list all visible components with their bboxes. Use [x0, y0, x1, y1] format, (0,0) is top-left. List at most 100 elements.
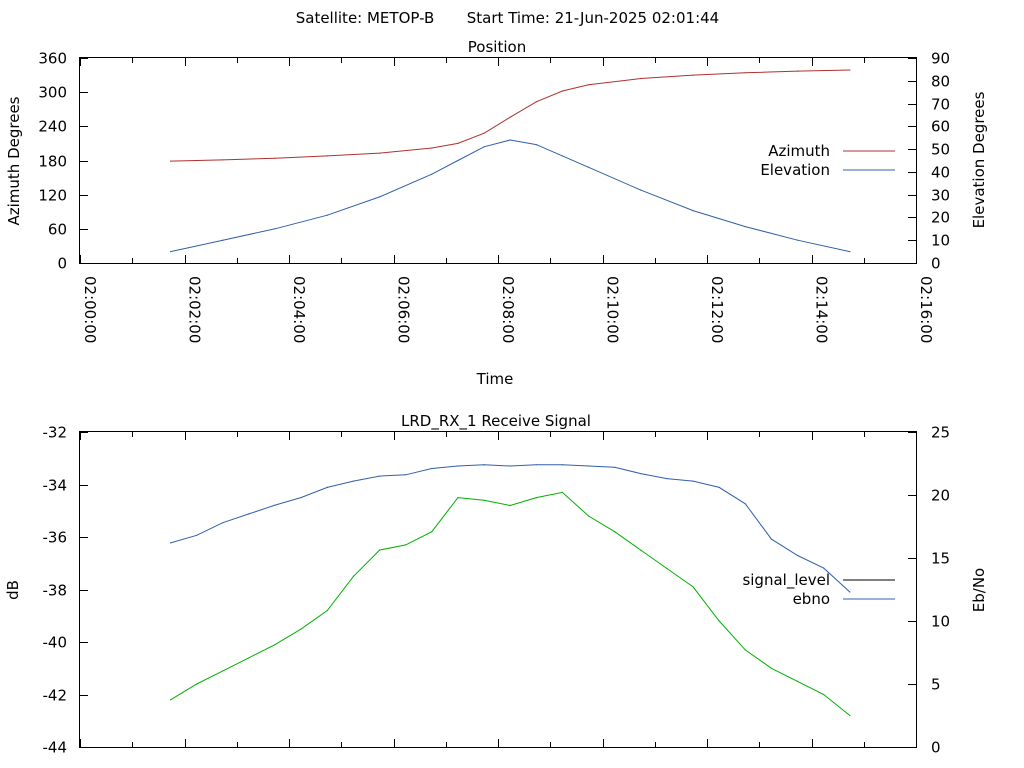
series-signal-level	[170, 491, 851, 716]
data-point	[692, 586, 694, 588]
data-point	[614, 466, 616, 468]
data-point	[457, 159, 459, 162]
data-point	[483, 146, 485, 148]
y2-tick-label: 20	[931, 487, 950, 505]
data-point	[196, 534, 198, 536]
y-tick-label: 180	[38, 153, 67, 171]
position-x-ticks: 02:00:00 02:02:00 02:04:00 02:06:00 02:08:00…	[80, 58, 935, 343]
data-point	[588, 515, 590, 517]
position-x-axis-label: Time	[476, 370, 514, 388]
data-point	[666, 567, 668, 570]
signal-chart-title: LRD_RX_1 Receive Signal	[401, 412, 591, 431]
data-point	[849, 69, 851, 71]
y-tick-label: 60	[48, 221, 67, 239]
y2-tick-label: 0	[931, 739, 941, 757]
data-point	[457, 142, 459, 144]
data-point	[797, 680, 799, 683]
data-point	[588, 166, 590, 168]
data-point	[222, 159, 224, 161]
data-point	[614, 531, 616, 533]
data-point	[509, 465, 511, 467]
x-tick-label: 02:02:00	[186, 276, 204, 343]
data-point	[326, 609, 328, 612]
data-point	[379, 549, 381, 551]
data-point	[849, 251, 851, 253]
data-point	[692, 210, 694, 212]
x-tick-label: 02:06:00	[395, 276, 413, 343]
series-azimuth	[170, 69, 850, 162]
data-point	[222, 522, 224, 524]
legend-elevation-label: Elevation	[760, 161, 830, 179]
y-tick-label: -40	[43, 634, 68, 652]
data-point	[535, 144, 537, 146]
data-point	[352, 480, 354, 482]
data-point	[326, 486, 328, 488]
data-point	[640, 189, 642, 191]
data-point	[770, 538, 773, 540]
y2-tick-label: 90	[931, 50, 950, 68]
y-tick-label: -32	[43, 424, 68, 442]
position-y2-axis-label: Elevation Degrees	[970, 91, 988, 228]
y2-tick-label: 20	[931, 209, 950, 227]
data-point	[797, 554, 799, 557]
data-point	[561, 491, 564, 493]
data-point	[274, 228, 276, 230]
data-point	[535, 101, 537, 103]
data-point	[379, 196, 381, 198]
position-chart-title: Position	[468, 38, 526, 56]
data-point	[640, 549, 642, 551]
signal-y-ticks: -44 -42 -40 -38 -36 -34 -32	[43, 424, 88, 757]
data-point	[744, 649, 746, 651]
data-point	[431, 173, 433, 175]
data-point	[666, 478, 668, 480]
data-point	[326, 214, 328, 216]
data-point	[640, 77, 642, 80]
data-point	[692, 480, 694, 482]
y2-tick-label: 80	[931, 73, 950, 91]
data-point	[588, 84, 590, 86]
data-point	[849, 591, 851, 593]
data-point	[744, 226, 746, 228]
data-point	[744, 72, 746, 74]
y-tick-label: -34	[43, 477, 68, 495]
y-tick-label: 120	[38, 187, 67, 205]
data-point	[170, 251, 172, 253]
y2-tick-label: 30	[931, 187, 950, 205]
data-point	[509, 504, 511, 507]
y2-tick-label: 25	[931, 424, 950, 442]
data-point	[405, 474, 407, 476]
y-tick-label: 0	[57, 255, 67, 273]
data-point	[196, 683, 198, 685]
data-point	[431, 467, 433, 470]
legend-signal-level-label: signal_level	[742, 571, 830, 590]
data-point	[483, 132, 485, 134]
data-point	[405, 544, 407, 546]
data-point	[457, 465, 459, 467]
y2-tick-label: 70	[931, 96, 950, 114]
x-tick-label: 02:04:00	[290, 276, 308, 343]
data-point	[457, 497, 459, 499]
signal-y-axis-label: dB	[4, 580, 22, 600]
position-y2-ticks: 0 10 20 30 40 50 60 70 80 90	[908, 50, 950, 273]
data-point	[561, 155, 564, 157]
y2-tick-label: 0	[931, 255, 941, 273]
y-tick-label: 360	[38, 50, 67, 68]
signal-y2-axis-label: Eb/No	[970, 568, 988, 612]
data-point	[509, 116, 511, 118]
data-point	[379, 152, 381, 154]
data-point	[692, 74, 694, 76]
data-point	[797, 239, 799, 241]
data-point	[509, 139, 511, 141]
data-point	[849, 714, 851, 717]
y-tick-label: -44	[43, 739, 68, 757]
data-point	[797, 70, 799, 72]
x-tick-label: 02:08:00	[499, 276, 517, 343]
position-y-ticks: 0 60 120 180 240 300 360	[38, 50, 88, 273]
data-point	[170, 699, 172, 701]
data-point	[535, 464, 537, 466]
y2-tick-label: 40	[931, 164, 950, 182]
data-point	[483, 499, 485, 501]
data-point	[823, 693, 825, 696]
data-point	[222, 239, 224, 241]
